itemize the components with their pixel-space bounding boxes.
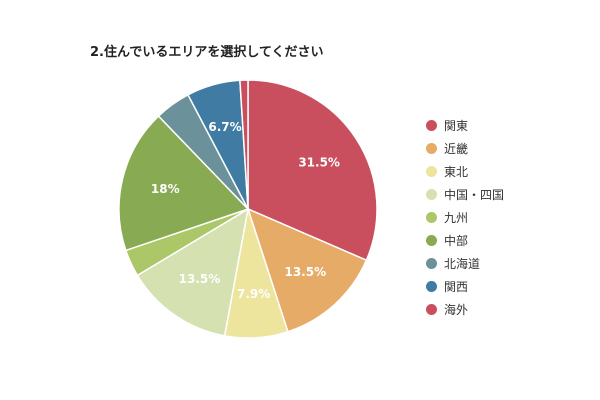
legend-label-3: 中国・四国 [444,188,505,202]
legend-item-7: 関西 [426,275,504,298]
legend-label-4: 九州 [444,211,469,225]
legend: 関東近畿東北中国・四国九州中部北海道関西海外 [426,114,504,321]
slice-data-label-5: 18% [151,182,180,196]
legend-item-0: 関東 [426,114,504,137]
pie-slice-labels: 31.5% 13.5% 7.9% 13.5% 18% 6.7% [151,120,340,301]
slice-data-label-2: 7.9% [237,287,270,301]
legend-label-5: 中部 [444,234,469,248]
legend-label-0: 関東 [444,119,469,133]
pie-slices [118,79,378,339]
pie-slice-5 [118,115,250,252]
pie-slice-3 [136,207,250,337]
slice-data-label-7: 6.7% [208,120,241,134]
legend-swatch-2 [426,166,437,177]
slice-data-label-0: 31.5% [298,155,340,169]
legend-item-8: 海外 [426,298,504,321]
pie-slice-0 [247,79,378,262]
legend-label-1: 近畿 [444,142,469,156]
legend-label-2: 東北 [444,165,469,179]
legend-swatch-5 [426,235,437,246]
legend-item-1: 近畿 [426,137,504,160]
legend-label-8: 海外 [444,303,469,317]
pie-slice-1 [246,207,368,333]
legend-swatch-3 [426,189,437,200]
legend-swatch-7 [426,281,437,292]
legend-swatch-6 [426,258,437,269]
legend-label-6: 北海道 [444,257,481,271]
legend-item-6: 北海道 [426,252,504,275]
legend-swatch-0 [426,120,437,131]
chart-title: 2.住んでいるエリアを選択してください [90,45,324,60]
legend-swatch-1 [426,143,437,154]
legend-item-2: 東北 [426,160,504,183]
pie-slice-8 [239,79,249,210]
legend-swatch-8 [426,304,437,315]
legend-item-5: 中部 [426,229,504,252]
legend-swatch-4 [426,212,437,223]
legend-item-4: 九州 [426,206,504,229]
slice-data-label-3: 13.5% [179,272,221,286]
legend-item-3: 中国・四国 [426,183,504,206]
legend-label-7: 関西 [444,280,469,294]
slice-data-label-1: 13.5% [284,265,326,279]
